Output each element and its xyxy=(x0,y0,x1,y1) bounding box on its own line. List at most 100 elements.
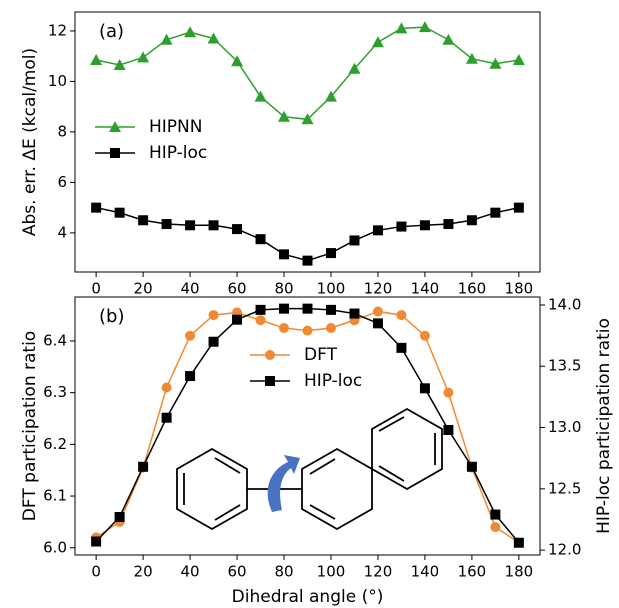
panel-label: (a) xyxy=(99,21,124,42)
x-tick-label: 160 xyxy=(458,280,487,298)
x-tick-label: 140 xyxy=(411,563,440,581)
y-tick-label: 6.3 xyxy=(43,383,67,401)
marker xyxy=(138,461,149,472)
x-tick-label: 20 xyxy=(134,563,153,581)
marker xyxy=(109,121,121,132)
marker xyxy=(490,207,501,218)
marker xyxy=(207,32,220,44)
plot-frame xyxy=(74,296,541,556)
marker xyxy=(185,220,196,231)
x-tick-label: 60 xyxy=(227,563,246,581)
marker xyxy=(302,303,313,314)
marker xyxy=(302,255,313,266)
legend-label: HIP-loc xyxy=(304,371,362,391)
marker xyxy=(490,522,501,533)
marker xyxy=(265,376,275,386)
y-axis-label: Abs. err. ΔE (kcal/mol) xyxy=(20,48,40,236)
y-tick-label: 10 xyxy=(48,72,67,90)
marker xyxy=(279,323,290,334)
x-axis-label: Dihedral angle (°) xyxy=(232,587,384,607)
marker xyxy=(255,304,266,315)
marker xyxy=(208,336,219,347)
y2-tick-label: 12.0 xyxy=(548,541,581,559)
marker xyxy=(208,310,219,321)
marker xyxy=(91,536,102,547)
marker xyxy=(419,220,430,231)
y-tick-label: 6.2 xyxy=(43,435,67,453)
marker xyxy=(372,318,383,329)
marker xyxy=(324,90,337,102)
x-tick-label: 120 xyxy=(364,280,393,298)
y-tick-label: 4 xyxy=(57,223,67,241)
marker xyxy=(208,220,219,231)
marker xyxy=(513,537,524,548)
marker xyxy=(185,371,196,382)
marker xyxy=(443,219,454,230)
y2-tick-label: 13.5 xyxy=(548,357,581,375)
marker xyxy=(279,303,290,314)
marker xyxy=(395,22,408,34)
y-tick-label: 6 xyxy=(57,173,67,191)
y-tick-label: 8 xyxy=(57,122,67,140)
marker xyxy=(466,461,477,472)
marker xyxy=(301,113,314,125)
x-tick-label: 80 xyxy=(274,563,293,581)
marker xyxy=(113,59,126,71)
marker xyxy=(466,215,477,226)
marker xyxy=(443,424,454,435)
marker xyxy=(419,383,430,394)
marker xyxy=(161,219,172,230)
marker xyxy=(160,33,173,45)
marker xyxy=(90,53,103,65)
legend-label: HIPNN xyxy=(149,117,202,137)
marker xyxy=(396,310,407,321)
marker xyxy=(465,52,478,64)
marker xyxy=(114,207,125,218)
x-tick-label: 0 xyxy=(91,280,101,298)
y-tick-label: 6.1 xyxy=(43,487,67,505)
marker xyxy=(325,304,336,315)
marker xyxy=(255,315,266,326)
marker xyxy=(91,202,102,213)
y-tick-label: 12 xyxy=(48,21,67,39)
series-line xyxy=(95,307,520,544)
marker xyxy=(231,55,244,67)
series-line xyxy=(95,206,520,262)
y2-tick-label: 14.0 xyxy=(548,295,581,313)
marker xyxy=(184,26,197,38)
marker xyxy=(348,62,361,74)
marker xyxy=(396,342,407,353)
marker xyxy=(265,350,275,360)
marker xyxy=(372,225,383,236)
marker xyxy=(443,387,454,398)
marker xyxy=(419,330,430,341)
marker xyxy=(161,382,172,393)
marker xyxy=(512,53,525,65)
y-tick-label: 6.0 xyxy=(43,538,67,556)
marker xyxy=(371,36,384,48)
x-tick-label: 160 xyxy=(458,563,487,581)
marker xyxy=(255,234,266,245)
marker xyxy=(372,306,383,317)
marker xyxy=(325,248,336,259)
y2-tick-label: 13.0 xyxy=(548,418,581,436)
marker xyxy=(396,221,407,232)
x-tick-label: 60 xyxy=(227,280,246,298)
marker xyxy=(325,323,336,334)
x-tick-label: 40 xyxy=(181,563,200,581)
molecule xyxy=(176,407,443,531)
marker xyxy=(137,51,150,63)
marker xyxy=(278,110,291,122)
marker xyxy=(138,215,149,226)
x-tick-label: 100 xyxy=(317,563,346,581)
x-tick-label: 20 xyxy=(134,280,153,298)
rotation-arrow xyxy=(267,455,300,512)
marker xyxy=(489,57,502,69)
x-tick-label: 100 xyxy=(317,280,346,298)
x-tick-label: 120 xyxy=(364,563,393,581)
x-tick-label: 80 xyxy=(274,280,293,298)
marker xyxy=(110,148,120,158)
marker xyxy=(114,512,125,523)
charts: 0 20 40 60 80 100 120 140 160 180 4 6 8 10 12 (a) Abs. e… xyxy=(20,11,614,607)
